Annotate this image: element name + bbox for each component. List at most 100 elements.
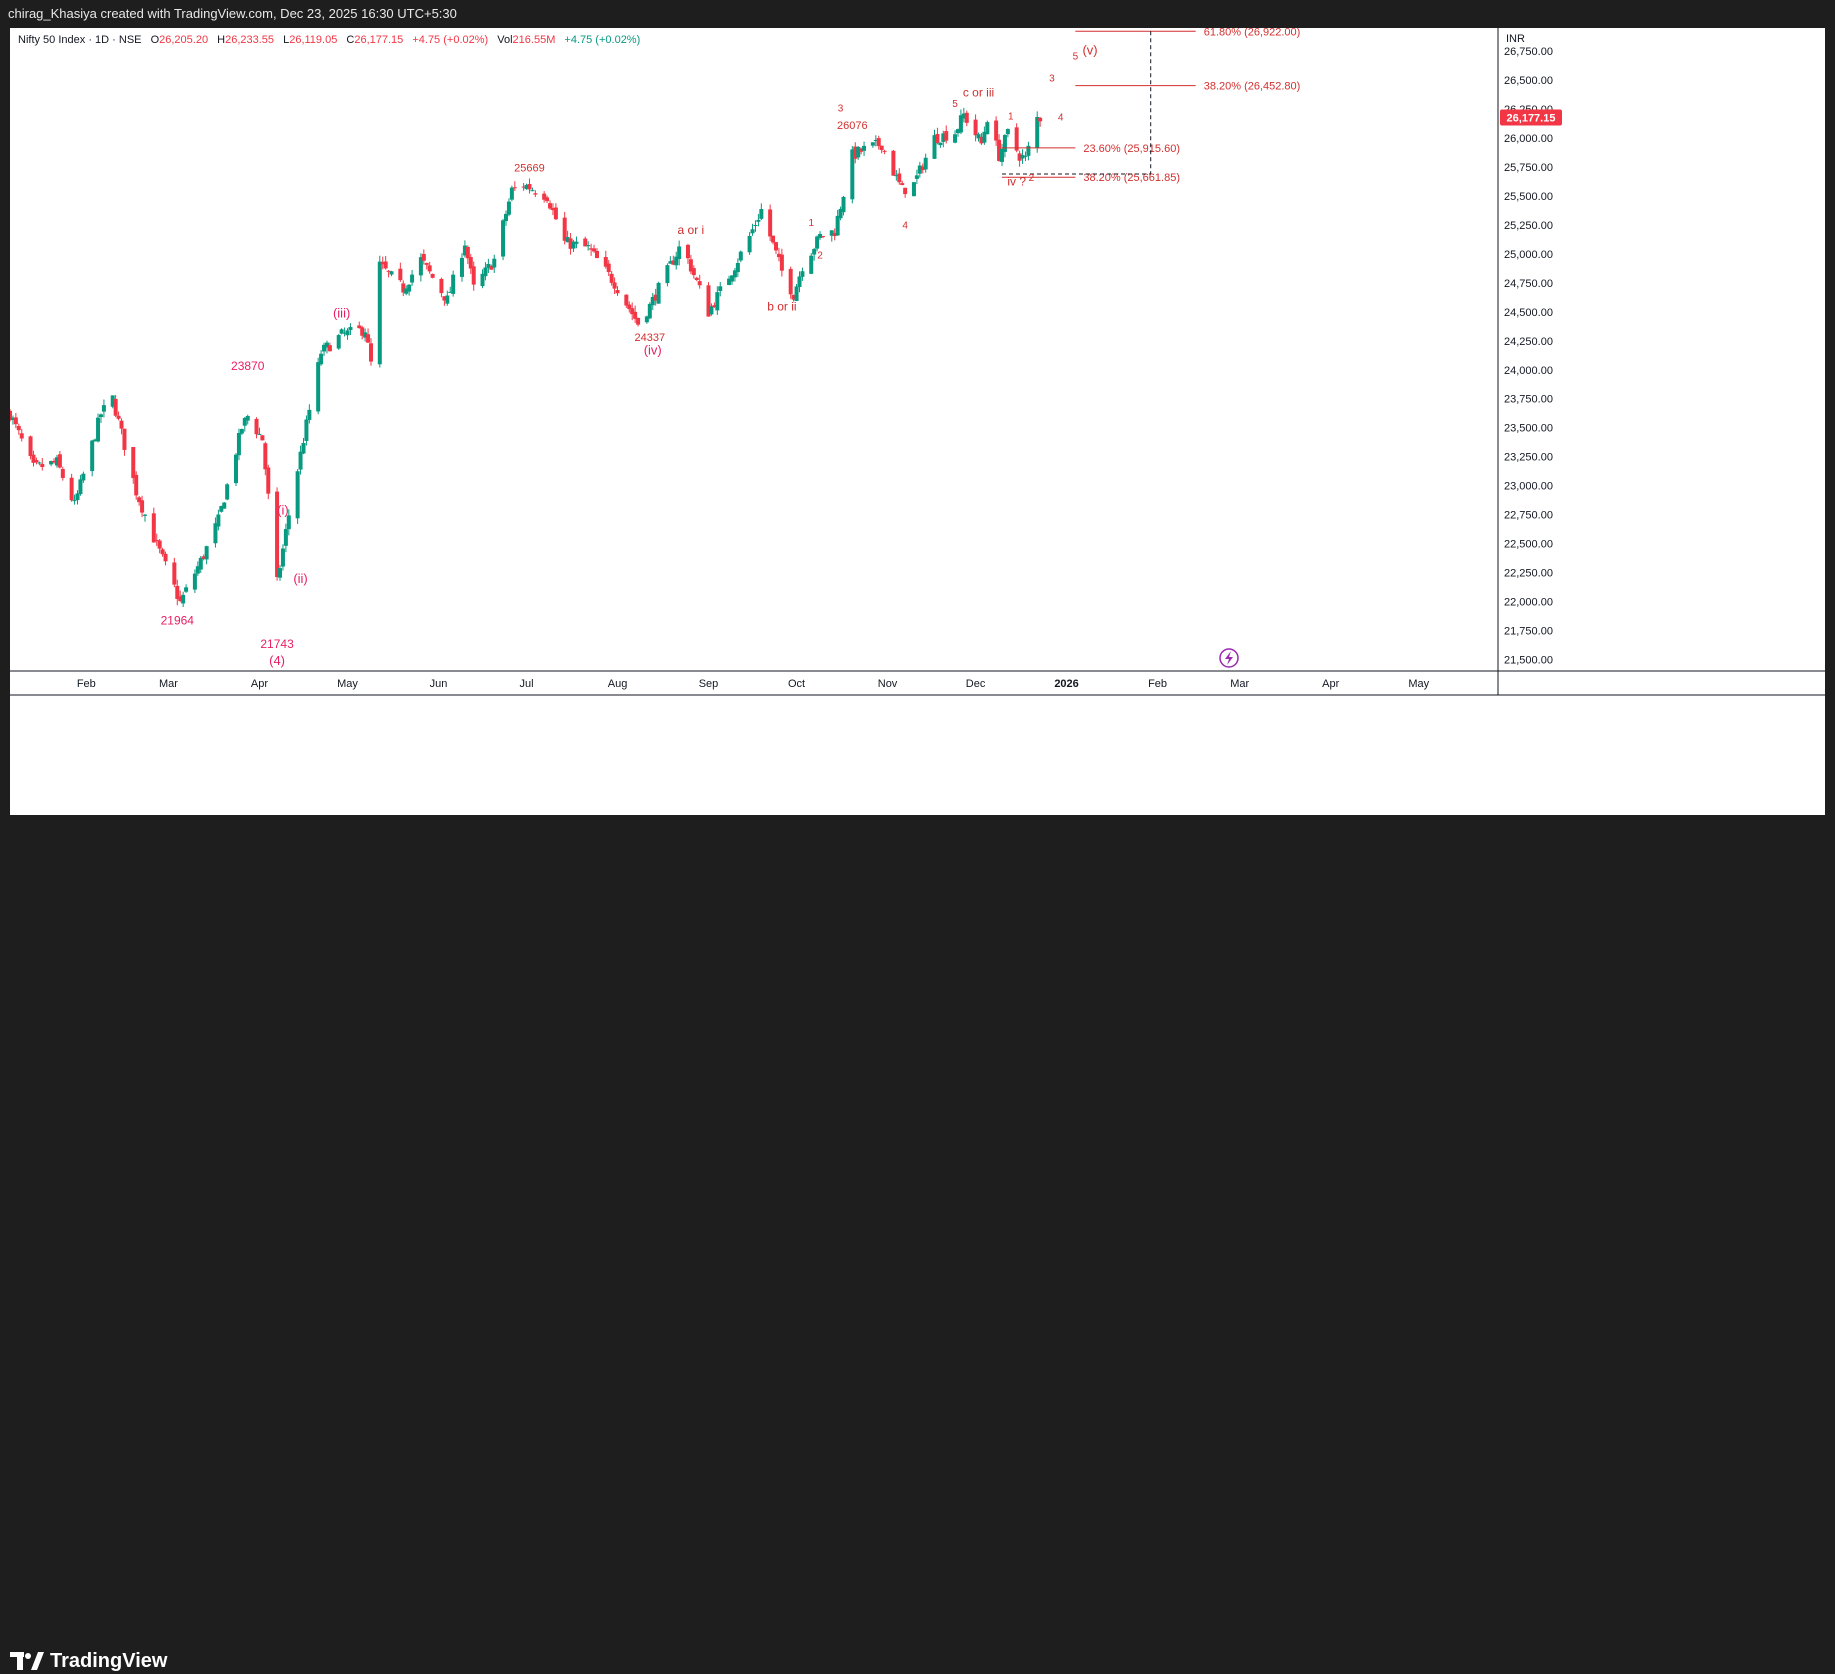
candle-up xyxy=(524,184,529,190)
candle-up xyxy=(480,273,485,287)
candle-down xyxy=(131,447,136,479)
candle-down xyxy=(897,173,902,183)
wave-label: 24337 xyxy=(635,332,666,344)
candle-down xyxy=(113,398,118,416)
wave-label: 21743 xyxy=(260,637,294,651)
candle-down xyxy=(254,418,259,435)
candle-down xyxy=(10,410,12,421)
price-tick-label: 24,250.00 xyxy=(1504,336,1553,348)
candle-up xyxy=(506,201,511,215)
candle-up xyxy=(98,414,103,417)
branding-bar: TradingView xyxy=(0,815,1835,1672)
candle-down xyxy=(52,460,57,463)
time-tick-label: Sep xyxy=(699,678,719,690)
candle-up xyxy=(894,175,899,177)
time-tick-label: May xyxy=(337,678,358,690)
candle-up xyxy=(225,484,230,500)
candle-up xyxy=(729,275,734,282)
candle-up xyxy=(709,306,714,315)
price-tick-label: 22,000.00 xyxy=(1504,596,1553,608)
candle-down xyxy=(694,277,699,281)
candle-up xyxy=(932,135,937,159)
candle-down xyxy=(712,305,717,308)
fib-level-label: 61.80% (26,922.00) xyxy=(1204,28,1301,38)
wave-label: 3 xyxy=(1049,73,1055,84)
candle-down xyxy=(882,150,887,152)
candle-up xyxy=(304,419,309,441)
candle-down xyxy=(589,248,594,250)
candle-down xyxy=(360,327,365,336)
candle-up xyxy=(339,329,344,334)
candle-down xyxy=(40,463,45,467)
time-tick-label: Aug xyxy=(608,678,628,690)
candle-down xyxy=(368,343,373,362)
candle-down xyxy=(521,186,526,188)
wave-label: iv ? xyxy=(1007,175,1026,189)
candle-up xyxy=(195,566,200,574)
candle-up xyxy=(307,409,312,420)
candle-down xyxy=(512,187,517,189)
price-tick-label: 24,000.00 xyxy=(1504,365,1553,377)
wave-label: 23870 xyxy=(231,359,265,373)
candlestick-chart[interactable]: 26,750.0026,500.0026,250.0026,000.0025,7… xyxy=(10,28,1825,815)
candle-down xyxy=(615,290,620,294)
candle-down xyxy=(853,146,858,159)
candle-up xyxy=(198,557,203,570)
candle-down xyxy=(997,139,1002,161)
tradingview-logo[interactable]: TradingView xyxy=(10,1648,167,1674)
candle-down xyxy=(791,294,796,300)
candle-up xyxy=(236,432,241,456)
candle-down xyxy=(697,281,702,286)
wave-label: (i) xyxy=(277,503,289,518)
candle-down xyxy=(542,193,547,200)
candle-up xyxy=(295,471,300,519)
low-label: L xyxy=(283,34,290,46)
candle-down xyxy=(60,469,65,478)
attribution-text: chirag_Khasiya created with TradingView.… xyxy=(8,6,457,21)
wave-label: 5 xyxy=(952,99,958,110)
candle-down xyxy=(900,183,905,186)
candle-down xyxy=(633,311,638,319)
candle-up xyxy=(656,282,661,304)
volume-label: Vol xyxy=(497,34,513,46)
candle-down xyxy=(545,197,550,202)
candle-down xyxy=(859,148,864,152)
candle-down xyxy=(1038,117,1043,122)
candle-down xyxy=(973,119,978,136)
chart-frame[interactable]: 26,750.0026,500.0026,250.0026,000.0025,7… xyxy=(10,28,1825,815)
time-tick-label: Jul xyxy=(520,678,534,690)
lightning-icon xyxy=(1219,648,1239,668)
candle-down xyxy=(548,203,553,209)
price-tick-label: 22,750.00 xyxy=(1504,510,1553,522)
wave-label: (iii) xyxy=(333,306,350,321)
price-tick-label: 25,000.00 xyxy=(1504,249,1553,261)
candle-down xyxy=(19,433,24,439)
ohlc-legend: Nifty 50 Index · 1D · NSE O26,205.20 H26… xyxy=(18,34,640,46)
candle-down xyxy=(903,187,908,195)
candle-down xyxy=(163,553,168,562)
price-tick-label: 21,500.00 xyxy=(1504,654,1553,666)
candle-down xyxy=(34,460,39,463)
price-tick-label: 21,750.00 xyxy=(1504,625,1553,637)
price-tick-label: 22,500.00 xyxy=(1504,539,1553,551)
candle-down xyxy=(879,145,884,151)
candle-up xyxy=(213,523,218,544)
high-value: 26,233.55 xyxy=(225,34,275,46)
candle-up xyxy=(759,209,764,219)
candle-up xyxy=(923,157,928,170)
candle-up xyxy=(509,187,514,200)
candle-up xyxy=(958,115,963,133)
candle-down xyxy=(627,304,632,310)
candle-up xyxy=(501,220,506,257)
candle-down xyxy=(776,253,781,258)
candle-up xyxy=(462,245,467,256)
high-label: H xyxy=(217,34,226,46)
candle-up xyxy=(324,342,329,348)
price-tick-label: 24,750.00 xyxy=(1504,278,1553,290)
wave-label: (4) xyxy=(269,653,285,668)
candle-up xyxy=(747,235,752,253)
price-tick-label: 25,750.00 xyxy=(1504,162,1553,174)
candle-down xyxy=(154,539,159,541)
wave-label: (ii) xyxy=(293,571,307,586)
candle-down xyxy=(568,238,573,249)
